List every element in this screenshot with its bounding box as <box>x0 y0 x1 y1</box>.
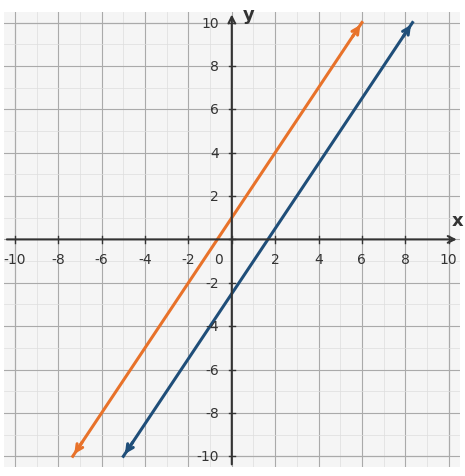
Text: 4: 4 <box>314 253 323 267</box>
Text: y: y <box>243 6 254 24</box>
Text: 8: 8 <box>210 60 219 74</box>
Text: -4: -4 <box>138 253 152 267</box>
Text: -6: -6 <box>205 363 219 377</box>
Text: 10: 10 <box>440 253 458 267</box>
Text: 8: 8 <box>401 253 410 267</box>
Text: 0: 0 <box>214 253 223 267</box>
Text: 2: 2 <box>271 253 279 267</box>
Text: -8: -8 <box>52 253 65 267</box>
Text: -2: -2 <box>182 253 195 267</box>
Text: 6: 6 <box>358 253 366 267</box>
Text: -6: -6 <box>95 253 108 267</box>
Text: 4: 4 <box>210 146 219 160</box>
Text: 2: 2 <box>210 189 219 204</box>
Text: x: x <box>452 211 463 229</box>
Text: 6: 6 <box>210 103 219 117</box>
Text: -8: -8 <box>205 406 219 420</box>
Text: -10: -10 <box>4 253 26 267</box>
Text: -2: -2 <box>205 276 219 290</box>
Text: -10: -10 <box>196 449 219 463</box>
Text: -4: -4 <box>205 319 219 334</box>
Text: 10: 10 <box>201 17 219 30</box>
